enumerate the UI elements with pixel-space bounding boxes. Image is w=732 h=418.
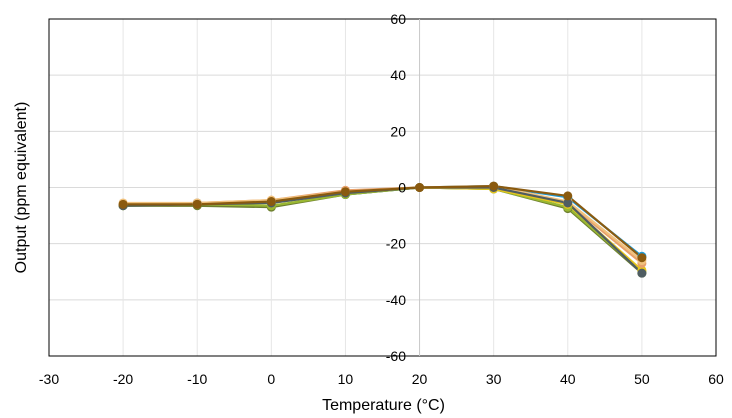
y-tick-labels: -60 -40 -20 0 20 40 60	[386, 11, 406, 364]
series-8-point	[118, 199, 128, 209]
x-tick-label: 20	[412, 371, 428, 387]
x-tick-label: 30	[486, 371, 502, 387]
series-8-point	[192, 199, 202, 209]
series-7-point	[637, 268, 647, 278]
gridlines	[49, 19, 716, 356]
y-tick-label: -40	[386, 292, 406, 308]
x-tick-label: 50	[634, 371, 650, 387]
x-tick-label: 60	[708, 371, 724, 387]
y-tick-label: -60	[386, 348, 406, 364]
series-8-point	[563, 191, 573, 201]
x-tick-labels: -30 -20 -10 0 10 20 30 40 50 60	[39, 371, 724, 387]
y-tick-label: 0	[398, 180, 406, 196]
y-tick-label: 60	[390, 11, 406, 27]
series-8-point	[266, 197, 276, 207]
y-tick-label: 40	[390, 67, 406, 83]
x-axis-title: Temperature (°C)	[322, 397, 445, 414]
plot-area-border	[48, 18, 717, 357]
series-8-point	[340, 187, 350, 197]
x-tick-label: 0	[267, 371, 275, 387]
y-tick-label: -20	[386, 236, 406, 252]
x-tick-label: 40	[560, 371, 576, 387]
series-8-point	[415, 183, 425, 192]
series-line-8	[123, 184, 643, 259]
series-group	[118, 181, 647, 278]
series-8-point	[637, 253, 647, 263]
series-7-point	[563, 198, 573, 208]
x-tick-label: -30	[39, 371, 59, 387]
series-8-point	[489, 181, 499, 191]
x-tick-label: -20	[113, 371, 133, 387]
y-axis-title: Output (ppm equivalent)	[13, 102, 30, 274]
x-tick-label: -10	[187, 371, 207, 387]
x-tick-label: 10	[338, 371, 354, 387]
y-tick-label: 20	[390, 123, 406, 139]
